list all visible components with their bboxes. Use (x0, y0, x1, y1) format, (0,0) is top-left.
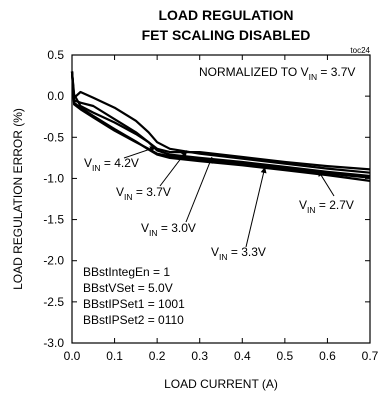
x-tick-label: 0.7 (362, 349, 379, 363)
x-tick-label: 0.0 (64, 349, 81, 363)
vin-3v7-label: VIN = 3.7V (116, 185, 171, 202)
y-tick-label: 0.5 (47, 48, 64, 62)
vin-2v7-label: VIN = 2.7V (299, 198, 354, 215)
series-line-2 (70, 71, 371, 174)
y-tick-label: 0.0 (47, 89, 64, 103)
settings-line: BBstVSet = 5.0V (83, 281, 173, 295)
x-tick-label: 0.5 (277, 349, 294, 363)
leader-arrowhead (318, 170, 324, 177)
chart-subtitle: FET SCALING DISABLED (142, 27, 311, 43)
x-tick-label: 0.4 (234, 349, 251, 363)
y-axis-label: LOAD REGULATION ERROR (%) (11, 108, 25, 290)
chart-title: LOAD REGULATION (158, 7, 293, 23)
leader-line (185, 156, 213, 223)
x-tick-label: 0.1 (106, 349, 123, 363)
y-tick-label: -1.0 (43, 171, 64, 185)
y-tick-label: -0.5 (43, 130, 64, 144)
normalization-note: NORMALIZED TO VIN = 3.7V (199, 65, 355, 82)
x-tick-label: 0.3 (191, 349, 208, 363)
y-tick-label: -2.0 (43, 254, 64, 268)
x-tick-label: 0.2 (149, 349, 166, 363)
x-axis-label: LOAD CURRENT (A) (164, 377, 278, 391)
x-tick-label: 0.6 (319, 349, 336, 363)
vin-3v0-label: VIN = 3.0V (141, 221, 196, 238)
y-tick-label: -1.5 (43, 213, 64, 227)
plot-frame (71, 54, 371, 344)
leader-arrowhead (260, 166, 267, 174)
leader-arrowhead (207, 157, 213, 164)
settings-line: BBstIPSet1 = 1001 (83, 297, 185, 311)
y-tick-label: -3.0 (43, 336, 64, 350)
leader-line (245, 166, 266, 248)
settings-line: BBstIntegEn = 1 (83, 265, 170, 279)
vin-3v3-label: VIN = 3.3V (211, 245, 266, 262)
series-line-5 (70, 71, 371, 179)
settings-line: BBstIPSet2 = 0110 (83, 313, 184, 327)
leader-arrowhead (149, 146, 156, 152)
leader-arrowhead (181, 150, 187, 157)
vin-4v2-label: VIN = 4.2V (84, 156, 139, 173)
figure-id: toc24 (350, 46, 370, 55)
leader-line (159, 150, 188, 187)
y-tick-label: -2.5 (43, 295, 64, 309)
series-line-3 (70, 71, 371, 171)
